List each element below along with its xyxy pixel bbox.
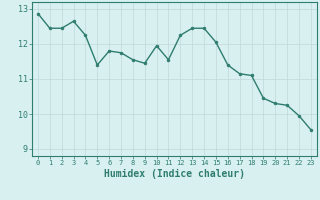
- X-axis label: Humidex (Indice chaleur): Humidex (Indice chaleur): [104, 169, 245, 179]
